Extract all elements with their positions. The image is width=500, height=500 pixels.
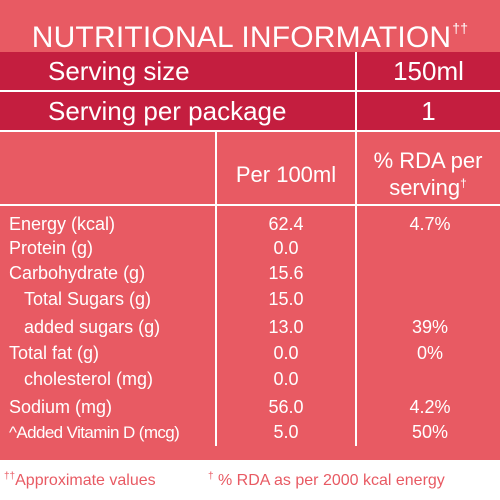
serving-per-package-label: Serving per package: [48, 96, 287, 126]
serving-size-value: 150ml: [393, 56, 464, 86]
nutrient-rda: 39%: [411, 317, 449, 337]
nutrient-label: Sodium (mg): [9, 397, 113, 417]
nutrient-row-protein: Protein (g) 0.0: [0, 236, 500, 261]
footnote-rda-text: % RDA as per 2000 kcal energy: [213, 472, 445, 489]
nutrient-label: Protein (g): [9, 238, 94, 258]
nutrient-row-total-sugars: Total Sugars (g) 15.0: [0, 287, 500, 312]
nutrient-label: ^Added Vitamin D (mcg): [9, 423, 180, 442]
rda-header-serving: serving: [389, 175, 461, 200]
nutrient-row-vitamin-d: ^Added Vitamin D (mcg) 5.0 50%: [0, 420, 500, 445]
rda-header-line2: serving†: [356, 172, 500, 199]
divider: [215, 206, 217, 446]
nutrient-per-100ml: 56.0: [268, 397, 304, 417]
footnote-rda-mark: †: [208, 471, 214, 482]
footnotes: ††Approximate values † % RDA as per 2000…: [0, 462, 500, 492]
footnote-approximate: ††Approximate values: [4, 462, 156, 496]
nutrient-row-sodium: Sodium (mg) 56.0 4.2%: [0, 395, 500, 420]
serving-size-row: Serving size 150ml: [0, 52, 500, 90]
nutrient-label: Total Sugars (g): [24, 289, 152, 309]
nutrient-label: Total fat (g): [9, 343, 100, 363]
nutrient-label: cholesterol (mg): [24, 369, 154, 389]
column-header-rda: % RDA per serving†: [356, 150, 500, 199]
divider: [355, 52, 357, 130]
title-mark: ††: [452, 20, 469, 36]
footnote-approx-mark: ††: [4, 471, 16, 482]
rda-header-line1: % RDA per: [373, 148, 483, 173]
nutrient-rda: 0%: [416, 343, 443, 363]
divider: [0, 204, 500, 206]
divider: [0, 130, 500, 132]
nutrient-row-carbohydrate: Carbohydrate (g) 15.6: [0, 261, 500, 286]
divider: [355, 206, 357, 446]
serving-per-package-value: 1: [421, 96, 436, 126]
nutrient-rda: 4.7%: [409, 214, 451, 234]
footnote-rda: † % RDA as per 2000 kcal energy: [208, 462, 445, 496]
nutrient-per-100ml: 62.4: [268, 214, 304, 234]
nutrient-row-total-fat: Total fat (g) 0.0 0%: [0, 341, 500, 366]
nutrient-per-100ml: 15.0: [268, 289, 304, 309]
nutrition-panel: NUTRITIONAL INFORMATION†† Serving size 1…: [0, 0, 500, 460]
nutrient-row-added-sugars: added sugars (g) 13.0 39%: [0, 315, 500, 340]
serving-per-package-row: Serving per package 1: [0, 92, 500, 130]
nutrient-per-100ml: 5.0: [273, 422, 299, 442]
nutrient-label: Carbohydrate (g): [9, 263, 146, 283]
nutrient-row-energy: Energy (kcal) 62.4 4.7%: [0, 212, 500, 237]
nutrient-rda: 50%: [411, 422, 449, 442]
footnote-approx-text: Approximate values: [15, 472, 156, 489]
nutrient-per-100ml: 0.0: [273, 238, 299, 258]
nutrient-per-100ml: 13.0: [268, 317, 304, 337]
nutrient-rda: 4.2%: [409, 397, 451, 417]
nutrient-per-100ml: 0.0: [273, 343, 299, 363]
serving-size-label: Serving size: [48, 56, 190, 86]
nutrient-label: added sugars (g): [24, 317, 161, 337]
table-title: NUTRITIONAL INFORMATION††: [0, 8, 500, 54]
nutrient-per-100ml: 0.0: [273, 369, 299, 389]
nutrient-per-100ml: 15.6: [268, 263, 304, 283]
rda-header-mark: †: [460, 176, 467, 190]
divider: [355, 132, 357, 204]
nutrient-label: Energy (kcal): [9, 214, 116, 234]
nutrient-row-cholesterol: cholesterol (mg) 0.0: [0, 367, 500, 392]
title-text: NUTRITIONAL INFORMATION: [31, 21, 452, 54]
divider: [215, 132, 217, 204]
column-header-per-100ml: Per 100ml: [235, 162, 337, 187]
divider: [0, 90, 500, 92]
